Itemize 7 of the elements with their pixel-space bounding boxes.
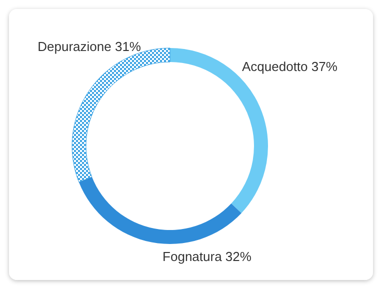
- data-label: 31%: [114, 39, 141, 54]
- data-label: 32%: [225, 249, 252, 264]
- donut-slice: [78, 176, 242, 244]
- slice-label: Acquedotto: [242, 59, 308, 74]
- data-label: 37%: [311, 59, 338, 74]
- slice-label: Depurazione: [38, 39, 112, 54]
- slice-label: Fognatura: [162, 249, 222, 264]
